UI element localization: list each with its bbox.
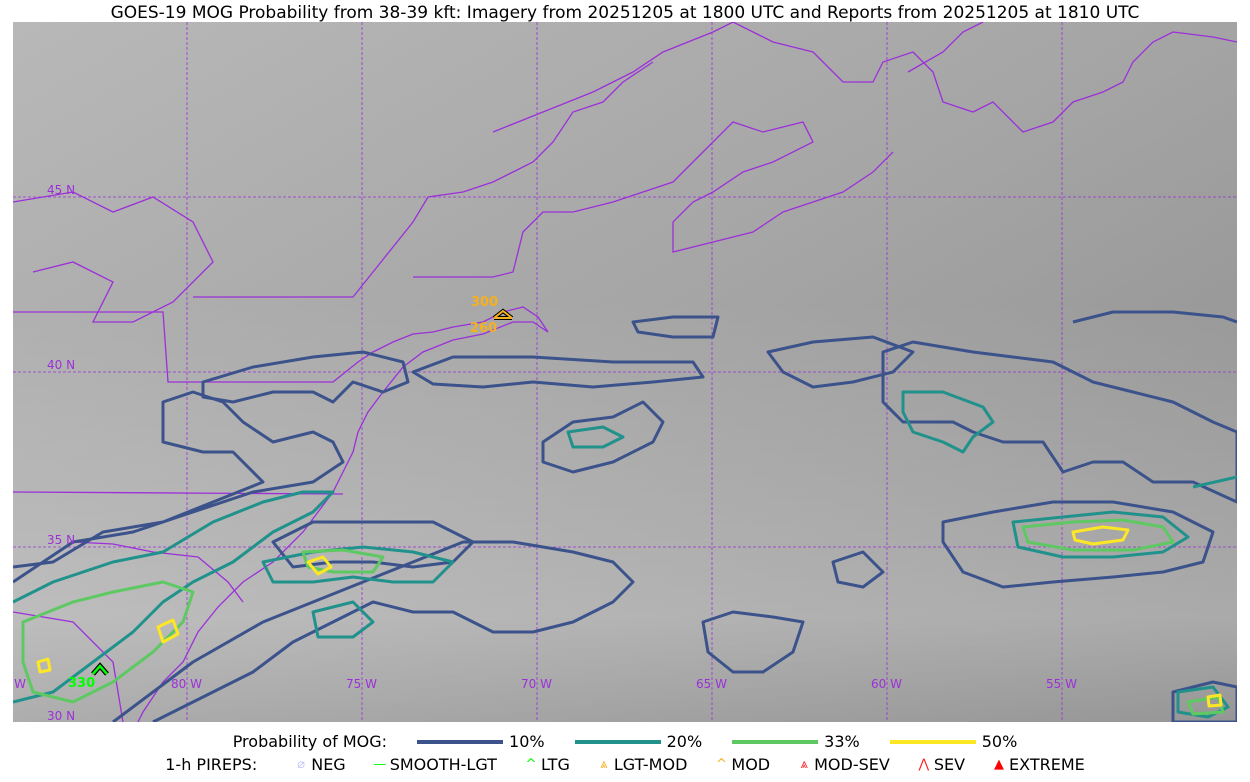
coastlines [13, 22, 1237, 722]
mog-contours [13, 310, 1237, 722]
caret-bar-icon: ⩓ [600, 757, 608, 772]
neg-icon: ⌀ [297, 757, 306, 772]
pirep-label: EXTREME [1009, 755, 1085, 774]
pirep-label: LGT-MOD [613, 755, 688, 774]
lon-label: 65 W [696, 677, 727, 691]
pirep-legend-title: 1-h PIREPS: [165, 755, 258, 774]
lon-labels: 85 W 80 W 75 W 70 W 65 W 60 W 55 W [13, 677, 1077, 691]
contour-20pct [13, 490, 335, 704]
report-altitude-label: 330 [68, 676, 95, 691]
lon-label: 60 W [871, 677, 902, 691]
caret-icon: ^ [715, 757, 727, 772]
pirep-label: NEG [311, 755, 346, 774]
lon-label: 55 W [1046, 677, 1077, 691]
line-icon: — [373, 757, 387, 772]
pirep-legend: 1-h PIREPS: ⌀ NEG — SMOOTH-LGT ^ LTG ⩓ LGT-M… [0, 755, 1250, 774]
caret-icon: ^ [525, 757, 537, 772]
graticule [13, 22, 1237, 722]
lon-label: 70 W [521, 677, 552, 691]
pirep-label: SEV [933, 755, 966, 774]
pirep-label: MOD-SEV [814, 755, 890, 774]
level-50-swatch [889, 739, 976, 744]
lon-label: 85 W [13, 677, 26, 691]
mog-legend: Probability of MOG: 10% 20% 33% 50% [0, 732, 1250, 751]
level-label: 33% [824, 732, 860, 751]
pirep-label: SMOOTH-LGT [389, 755, 497, 774]
satellite-map: 300 260 330 45 N 40 N 35 N 30 N 85 W 80 … [13, 22, 1237, 722]
level-label: 50% [981, 732, 1018, 751]
report-altitude-label: 260 [470, 321, 497, 336]
filled-triangle-icon: ▲ [994, 757, 1005, 772]
pirep-label: LTG [540, 755, 570, 774]
level-20-swatch [574, 739, 661, 744]
lat-labels: 45 N 40 N 35 N 30 N [47, 183, 75, 722]
double-caret-icon: ⋀ [918, 757, 930, 772]
report-altitude-label: 300 [471, 295, 498, 310]
plot-title: GOES-19 MOG Probability from 38-39 kft: … [110, 3, 1140, 23]
lon-label: 75 W [346, 677, 377, 691]
lat-label: 35 N [47, 533, 75, 547]
level-label: 10% [509, 732, 545, 751]
pirep-reports: 300 260 330 [68, 295, 514, 691]
contour-33pct [21, 580, 195, 704]
level-label: 20% [666, 732, 703, 751]
contour-50pct [1071, 525, 1130, 546]
double-caret-bar-icon: ⩓ [800, 757, 808, 772]
mog-legend-title: Probability of MOG: [232, 732, 388, 751]
level-33-swatch [732, 739, 819, 744]
level-10-swatch [417, 739, 504, 744]
contour-10pct [13, 390, 345, 584]
pirep-label: MOD [731, 755, 771, 774]
lon-label: 80 W [171, 677, 202, 691]
lat-label: 45 N [47, 183, 75, 197]
lat-label: 40 N [47, 358, 75, 372]
lat-label: 30 N [47, 709, 75, 722]
